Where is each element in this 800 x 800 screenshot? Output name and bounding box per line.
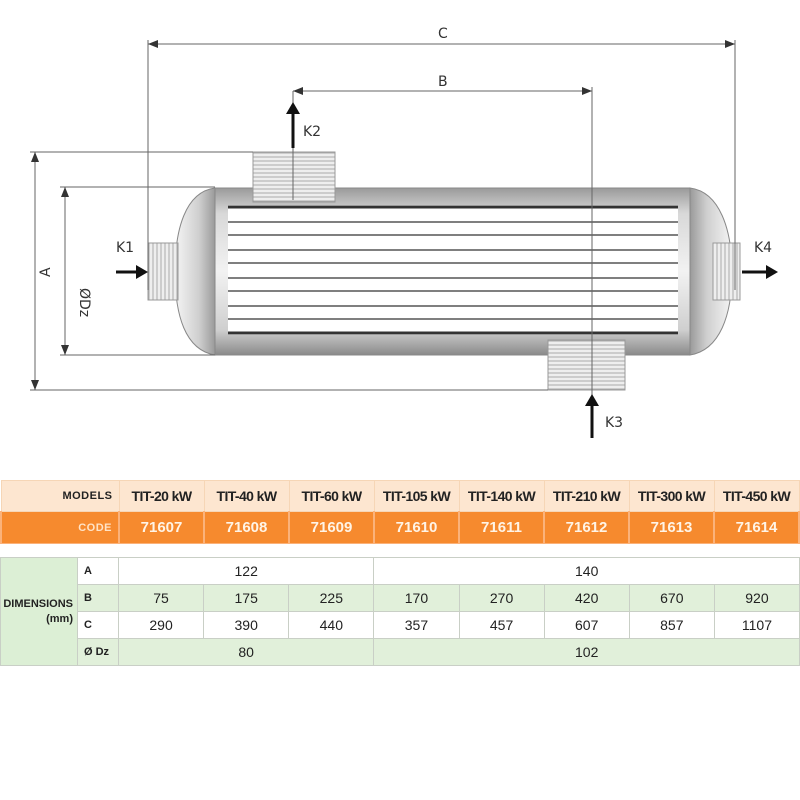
code-cell: 71613: [628, 511, 715, 544]
value-cell: 290: [117, 611, 205, 639]
value-cell: 457: [458, 611, 545, 639]
code-cell: 71607: [118, 511, 205, 544]
value-cell: 607: [543, 611, 630, 639]
model-cell: TIT-450 kW: [713, 480, 800, 512]
row-label: C: [77, 611, 119, 639]
model-cell: TIT-60 kW: [288, 480, 375, 512]
flow-arrows: [116, 102, 778, 438]
code-label: CODE: [0, 511, 120, 544]
value-cell: 1107: [713, 611, 800, 639]
value-cell: 440: [288, 611, 375, 639]
model-cell: TIT-300 kW: [628, 480, 715, 512]
value-cell: 357: [373, 611, 460, 639]
value-cell: 390: [203, 611, 290, 639]
exchanger-body: [147, 151, 741, 391]
value-cell: 225: [288, 584, 375, 612]
model-cell: TIT-140 kW: [458, 480, 545, 512]
dimensions-table: DIMENSIONS (mm) A 122 140 B 75 175 225 17…: [0, 557, 800, 666]
heat-exchanger-diagram: C B A ØDz K1 K2 K3 K4: [30, 26, 778, 438]
code-cell: 71614: [713, 511, 800, 544]
model-cell: TIT-40 kW: [203, 480, 290, 512]
code-cell: 71610: [373, 511, 460, 544]
value-cell: 75: [117, 584, 205, 612]
code-row: CODE 71607 71608 71609 71610 71611 71612…: [0, 511, 800, 544]
code-cell: 71608: [203, 511, 290, 544]
dimension-a-label: A: [38, 267, 54, 277]
dimensions-group-label: DIMENSIONS (mm): [0, 557, 78, 666]
connection-k2-label: K2: [303, 124, 321, 140]
value-cell: 270: [458, 584, 545, 612]
value-cell: 420: [543, 584, 630, 612]
model-cell: TIT-20 kW: [118, 480, 205, 512]
row-b: B 75 175 225 170 270 420 670 920: [1, 584, 800, 612]
value-cell: 80: [117, 638, 375, 666]
dimension-c-label: C: [438, 26, 448, 42]
code-cell: 71609: [288, 511, 375, 544]
dimension-b-label: B: [438, 74, 448, 90]
row-label: B: [77, 584, 119, 612]
value-cell: 920: [713, 584, 800, 612]
row-dz: Ø Dz 80 102: [1, 638, 800, 666]
row-a: DIMENSIONS (mm) A 122 140: [0, 557, 800, 666]
models-row: MODELS TIT-20 kW TIT-40 kW TIT-60 kW TIT…: [0, 480, 800, 512]
value-cell: 857: [628, 611, 715, 639]
value-cell: 670: [628, 584, 715, 612]
value-cell: 122: [117, 557, 375, 585]
dimension-lines: [30, 40, 736, 410]
models-table: MODELS TIT-20 kW TIT-40 kW TIT-60 kW TIT…: [0, 480, 800, 544]
code-cell: 71612: [543, 511, 630, 544]
value-cell: 102: [373, 638, 800, 666]
value-cell: 170: [373, 584, 460, 612]
code-cell: 71611: [458, 511, 545, 544]
row-label: Ø Dz: [77, 638, 119, 666]
value-cell: 140: [373, 557, 800, 585]
model-cell: TIT-105 kW: [373, 480, 460, 512]
dimension-arrows: [31, 40, 735, 390]
connection-k1-label: K1: [116, 240, 134, 256]
dimensions-unit: (mm): [46, 612, 73, 625]
dimensions-label: DIMENSIONS: [3, 597, 73, 610]
connection-k3-label: K3: [605, 415, 623, 431]
connection-k4-label: K4: [754, 240, 772, 256]
dimension-dz-label: ØDz: [76, 288, 92, 317]
row-c: C 290 390 440 357 457 607 857 1107: [1, 611, 800, 639]
row-label: A: [77, 557, 119, 585]
models-label: MODELS: [0, 480, 120, 512]
model-cell: TIT-210 kW: [543, 480, 630, 512]
value-cell: 175: [203, 584, 290, 612]
